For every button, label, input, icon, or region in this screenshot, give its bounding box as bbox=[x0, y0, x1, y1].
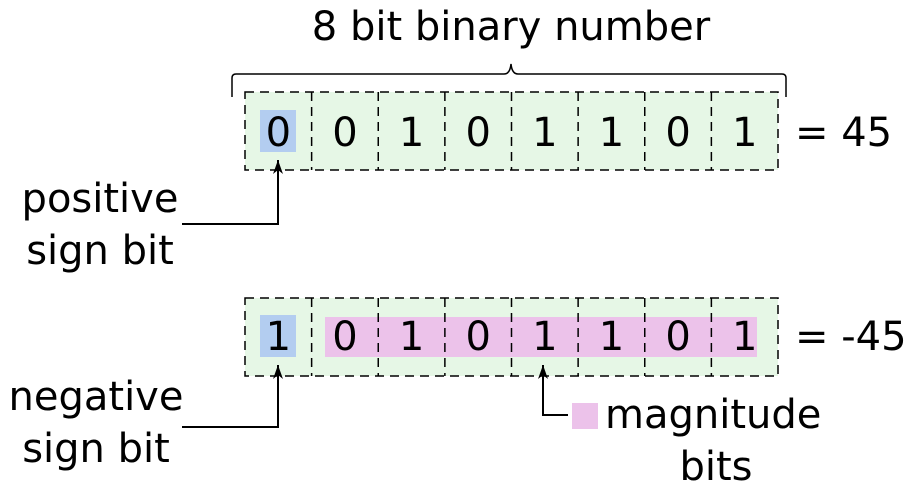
magnitude-bit: 1 bbox=[399, 314, 424, 360]
sign-bit-highlight bbox=[260, 110, 296, 152]
magnitude-callout: magnitude bits bbox=[538, 365, 821, 490]
magnitude-bit: 1 bbox=[732, 110, 757, 156]
magnitude-bit: 0 bbox=[332, 110, 357, 156]
sign-label-line-2: sign bit bbox=[22, 426, 170, 472]
magnitude-bit: 1 bbox=[399, 110, 424, 156]
magnitude-bit: 0 bbox=[665, 110, 690, 156]
sign-pointer-arrow bbox=[182, 160, 283, 225]
sign-pointer-arrow bbox=[182, 365, 283, 428]
negative-sign-callout: negative sign bit bbox=[9, 365, 283, 472]
magnitude-bit: 1 bbox=[599, 110, 624, 156]
magnitude-bit: 0 bbox=[665, 314, 690, 360]
magnitude-bit: 0 bbox=[465, 314, 490, 360]
sign-label-line-1: positive bbox=[22, 176, 179, 222]
magnitude-bit: 1 bbox=[532, 314, 557, 360]
magnitude-bit: 0 bbox=[465, 110, 490, 156]
magnitude-pointer-arrow bbox=[538, 365, 568, 416]
magnitude-bit: 1 bbox=[532, 110, 557, 156]
magnitude-bit: 1 bbox=[599, 314, 624, 360]
magnitude-label-line-1: magnitude bbox=[605, 392, 821, 438]
title-brace bbox=[231, 63, 787, 97]
value-label: = -45 bbox=[795, 314, 907, 360]
sign-label-line-2: sign bit bbox=[26, 228, 174, 274]
magnitude-legend-swatch bbox=[572, 403, 598, 429]
diagram-title: 8 bit binary number bbox=[312, 4, 711, 50]
sign-bit: 0 bbox=[266, 110, 291, 156]
magnitude-bit: 1 bbox=[732, 314, 757, 360]
value-label: = 45 bbox=[795, 110, 892, 156]
sign-bit: 1 bbox=[266, 314, 291, 360]
magnitude-bits-highlight bbox=[325, 317, 757, 357]
magnitude-bit: 0 bbox=[332, 314, 357, 360]
sign-bit-highlight bbox=[260, 315, 296, 357]
magnitude-label-line-2: bits bbox=[679, 444, 752, 490]
positive-sign-callout: positive sign bit bbox=[22, 160, 283, 274]
sign-label-line-1: negative bbox=[9, 374, 184, 420]
